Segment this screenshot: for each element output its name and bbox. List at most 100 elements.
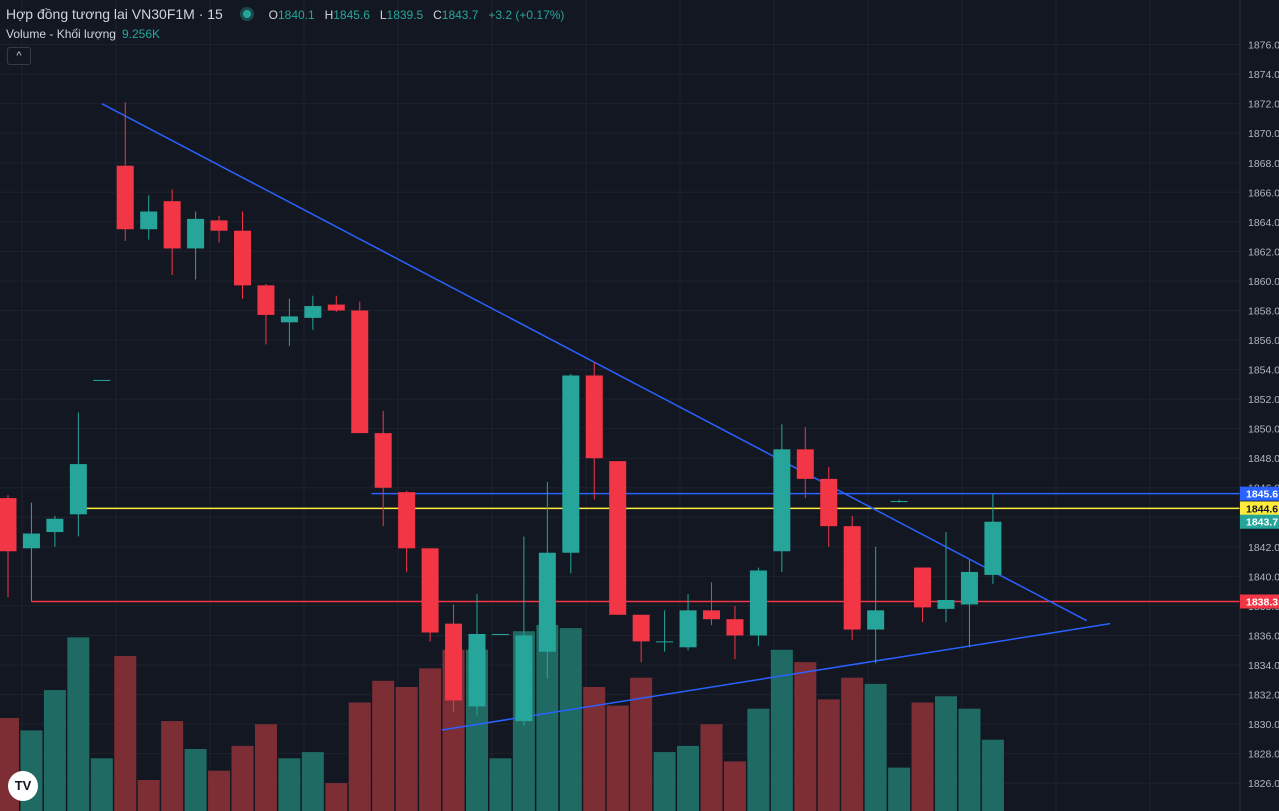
candle-body [491, 633, 509, 635]
volume-legend[interactable]: Volume - Khối lượng 9.256K [6, 27, 160, 41]
candle-body [843, 526, 861, 630]
candle [960, 560, 978, 648]
price-tick-label: 1856.0 [1248, 335, 1279, 347]
close-value: 1843.7 [441, 8, 479, 22]
price-tick-label: 1868.0 [1248, 158, 1279, 170]
volume-value: 9.256K [121, 27, 161, 41]
market-status-icon [242, 10, 251, 18]
candle [163, 189, 181, 276]
price-tick-label: 1832.0 [1248, 690, 1279, 702]
grid [0, 0, 1240, 811]
price-tick-label: 1874.0 [1248, 69, 1279, 81]
chevron-up-icon: ^ [16, 50, 22, 62]
high-value: 1845.6 [333, 8, 370, 22]
candle [351, 301, 369, 434]
candle [187, 211, 205, 280]
candle [22, 502, 40, 602]
volume-bar [301, 752, 324, 811]
candle [773, 424, 791, 572]
candle [257, 283, 275, 345]
candle-body [93, 379, 111, 381]
candle-body [538, 552, 556, 652]
volume-bar [911, 702, 934, 811]
volume-bar [536, 625, 559, 811]
low-label: L [379, 8, 387, 22]
candle [914, 567, 932, 623]
candle-body [703, 610, 720, 620]
volume-bar [817, 699, 840, 811]
volume-bar [372, 680, 395, 811]
candle [0, 495, 17, 598]
candle-body [773, 449, 791, 552]
price-axis: 1876.0 1874.0 1872.0 1870.0 1868.0 1866.0 1864… [1239, 0, 1279, 811]
price-tick-label: 1848.0 [1248, 453, 1279, 465]
candle-body [280, 316, 298, 323]
candle-body [914, 567, 932, 608]
price-tick-label: 1836.0 [1248, 630, 1279, 642]
candle [796, 427, 814, 499]
candle-body [187, 218, 205, 249]
candle-body [562, 375, 580, 553]
candle [867, 546, 885, 664]
change-value: +3.2 (+0.17%) [488, 8, 565, 22]
ascending-trendline [441, 622, 1111, 731]
volume-bar [278, 758, 301, 811]
candle [445, 604, 463, 713]
volume-bar [43, 690, 66, 811]
candle-body [421, 548, 439, 633]
resistance-line-tag-label: 1845.6 [1246, 489, 1278, 501]
candle-body [585, 375, 603, 459]
volume-bar [770, 649, 793, 811]
candle-body [234, 230, 251, 286]
candle [116, 102, 134, 242]
candle [140, 195, 158, 240]
volume-bar [184, 749, 207, 811]
candle-body [304, 306, 322, 318]
candle-body [22, 533, 40, 549]
current-price-tag [1240, 514, 1279, 529]
volume-bar [606, 705, 629, 811]
candle [984, 493, 1002, 584]
volume-bar [67, 637, 90, 811]
chart-legend: Hợp đồng tương lai VN30F1M · 15 O1840.1 … [6, 6, 564, 22]
volume-bar [723, 761, 746, 811]
candle [585, 362, 603, 500]
candle [304, 295, 322, 330]
low-value: 1839.5 [386, 8, 424, 22]
candle [937, 532, 955, 623]
price-tick-label: 1850.0 [1248, 424, 1279, 436]
candle [656, 610, 674, 652]
candle [468, 594, 486, 716]
candle [726, 605, 744, 660]
candle [820, 467, 838, 547]
candle [327, 295, 345, 312]
price-tick-label: 1864.0 [1248, 217, 1279, 229]
volume-bar [958, 708, 981, 811]
price-tick-label: 1842.0 [1248, 542, 1279, 554]
volume-bar [794, 662, 817, 811]
candle-body [796, 449, 814, 479]
volume-bar [489, 758, 512, 811]
volume-bar [419, 668, 442, 811]
last-price-line-tag [1240, 501, 1279, 516]
close-label: C [433, 8, 442, 22]
logo-text: TV [14, 778, 32, 793]
symbol-title[interactable]: Hợp đồng tương lai VN30F1M · 15 [6, 6, 223, 22]
candle-body [984, 521, 1002, 575]
collapse-legend-button[interactable]: ^ [7, 47, 31, 65]
candle-body [374, 433, 392, 488]
candle-body [351, 310, 369, 434]
candle [93, 379, 111, 381]
candle [843, 515, 861, 640]
horizontal-lines [31, 492, 1240, 603]
candle-body [140, 211, 158, 230]
current-price-tag-label: 1843.7 [1246, 517, 1278, 529]
price-tick-label: 1834.0 [1248, 660, 1279, 672]
price-tick-label: 1840.0 [1248, 571, 1279, 583]
price-tick-label: 1876.0 [1248, 40, 1279, 52]
candle-body [445, 623, 463, 701]
support-line-tag [1240, 594, 1279, 609]
volume-bar [630, 677, 653, 811]
tradingview-logo[interactable]: TV [8, 771, 38, 801]
